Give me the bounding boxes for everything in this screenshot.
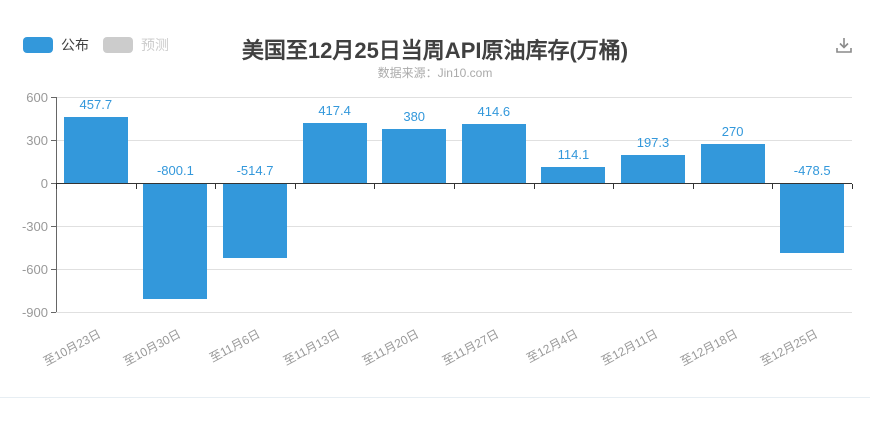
legend-swatch-published [23, 37, 53, 53]
bar-value-label: 457.7 [79, 97, 113, 113]
x-axis-tick [852, 184, 853, 189]
x-axis-category-label: 至10月23日 [41, 326, 104, 369]
gridline [56, 97, 852, 98]
legend-item-forecast[interactable]: 预测 [103, 37, 169, 53]
bar-至10月23日[interactable] [63, 117, 128, 183]
gridline [56, 140, 852, 141]
x-axis-tick [215, 184, 217, 189]
bar-value-label: 270 [721, 124, 744, 140]
bar-value-label: 197.3 [636, 134, 670, 150]
gridline [56, 226, 852, 227]
x-axis-line [56, 183, 852, 184]
x-axis-tick [613, 184, 615, 189]
bar-value-label: 114.1 [557, 146, 590, 162]
y-axis-tick-label: 0 [40, 175, 48, 191]
download-icon[interactable] [832, 34, 856, 58]
y-axis-tick [51, 269, 56, 270]
bar-至11月27日[interactable] [461, 123, 526, 183]
y-axis-tick [51, 226, 56, 227]
x-axis-category-label: 至10月30日 [120, 326, 183, 369]
y-axis-tick-label: 300 [26, 132, 48, 148]
bottom-divider [0, 397, 870, 398]
chart-subtitle: 数据来源：Jin10.com [377, 66, 493, 80]
legend-label-forecast: 预测 [141, 37, 169, 53]
chart-title: 美国至12月25日当周API原油库存(万桶) [241, 38, 629, 63]
bar-至12月25日[interactable] [780, 184, 845, 253]
y-axis-tick-label: -600 [21, 261, 48, 277]
bar-至11月13日[interactable] [302, 123, 367, 183]
x-axis-category-label: 至11月6日 [207, 326, 263, 366]
bar-至12月4日[interactable] [541, 166, 606, 183]
y-axis-tick-label: -300 [21, 218, 48, 234]
bar-value-label: -478.5 [793, 163, 831, 178]
legend-item-published[interactable]: 公布 [23, 37, 89, 53]
x-axis-category-label: 至12月25日 [757, 326, 820, 369]
x-axis-tick [454, 184, 455, 189]
y-axis-tick [51, 140, 56, 141]
x-axis-category-label: 至12月11日 [599, 326, 661, 369]
gridline [56, 312, 852, 313]
x-axis-category-label: 至11月13日 [280, 326, 342, 369]
x-axis-tick [56, 184, 57, 189]
legend-label-published: 公布 [61, 37, 89, 53]
x-axis-category-label: 至11月20日 [360, 326, 422, 369]
x-axis-tick [692, 184, 694, 189]
bar-value-label: 414.6 [477, 103, 511, 119]
y-axis-tick [51, 312, 56, 313]
x-axis-tick [374, 184, 376, 189]
x-axis-category-label: 至12月18日 [677, 326, 740, 369]
bar-至12月11日[interactable] [621, 154, 685, 183]
x-axis-category-label: 至11月27日 [439, 326, 502, 369]
y-axis-tick-label: -900 [21, 304, 48, 320]
bar-至11月20日[interactable] [382, 128, 447, 183]
bar-value-label: 417.4 [318, 103, 351, 119]
x-axis-tick [533, 184, 535, 189]
chart-legend: 公布 预测 [23, 37, 169, 53]
bar-value-label: -800.1 [156, 163, 194, 178]
x-axis-category-label: 至12月4日 [524, 326, 581, 366]
x-axis-tick [135, 184, 137, 189]
y-axis-tick [51, 183, 56, 184]
bar-至11月6日[interactable] [223, 184, 287, 258]
bar-至12月18日[interactable] [700, 144, 765, 183]
y-axis-line [56, 97, 57, 312]
y-axis-tick-label: 600 [26, 89, 48, 105]
bar-至10月30日[interactable] [143, 184, 208, 299]
x-axis-tick [772, 184, 774, 189]
bar-value-label: -514.7 [236, 163, 274, 178]
gridline [56, 269, 852, 270]
y-axis-tick [51, 97, 56, 98]
legend-swatch-forecast [103, 37, 133, 53]
bar-value-label: 380 [403, 108, 426, 124]
x-axis-tick [294, 184, 296, 189]
